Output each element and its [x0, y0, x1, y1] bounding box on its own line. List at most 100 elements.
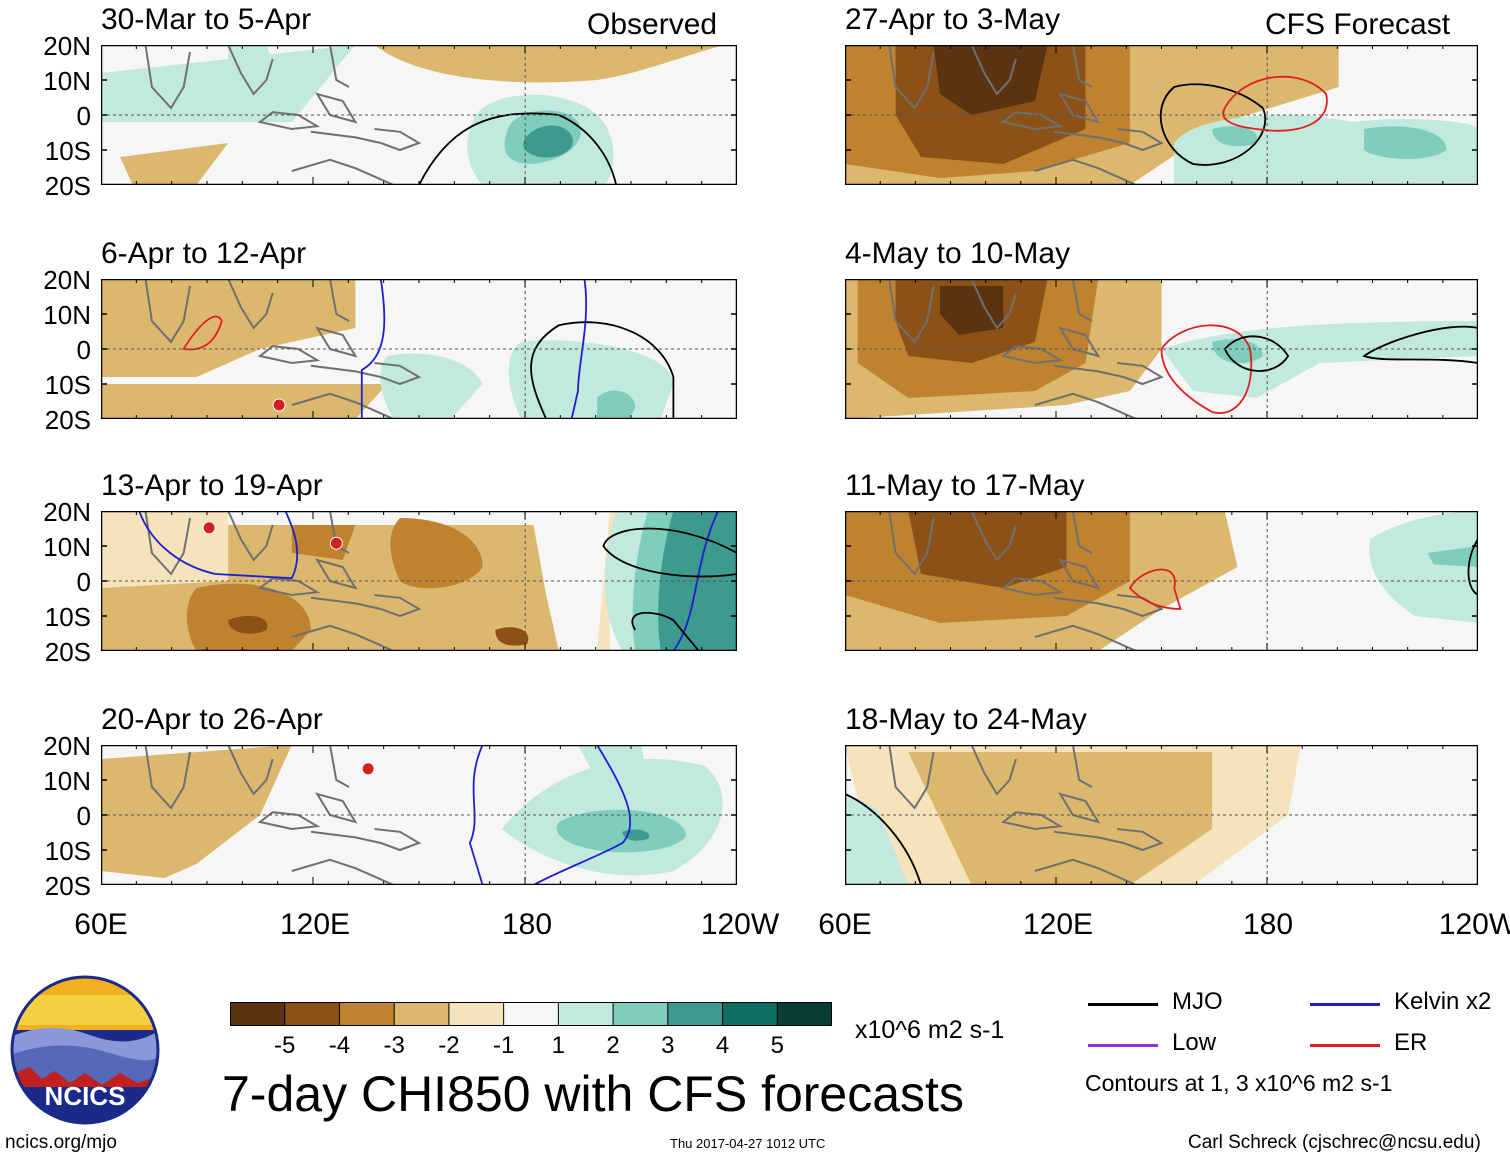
lat-tick: 0	[76, 567, 91, 597]
lat-tick: 10S	[44, 602, 91, 632]
lat-tick: 10N	[43, 66, 91, 96]
coastline	[227, 510, 274, 562]
contour-line	[468, 744, 484, 886]
lat-tick: 20S	[44, 405, 91, 435]
storm-marker	[272, 398, 286, 412]
colorbar-tick: -1	[492, 1032, 515, 1059]
coastline	[144, 44, 191, 110]
legend-line-mjo	[1088, 1003, 1158, 1006]
lon-tick: 120E	[279, 908, 351, 941]
chi-anomaly-region	[291, 525, 356, 560]
coastline	[1117, 128, 1164, 152]
colorbar-swatch	[558, 1002, 614, 1026]
colorbar-tick: 2	[606, 1032, 620, 1059]
coastline	[1071, 278, 1093, 322]
coastline	[310, 130, 382, 144]
chi-anomaly-region	[495, 627, 529, 646]
lat-tick: 20S	[44, 637, 91, 667]
lat-tick: 10N	[43, 766, 91, 796]
lat-tick: 10N	[43, 300, 91, 330]
colorbar-tick: -5	[274, 1032, 296, 1059]
chi-anomaly-region	[1427, 546, 1478, 567]
footer-url[interactable]: ncics.org/mjo	[5, 1132, 117, 1153]
coastline	[291, 392, 395, 420]
map-fc-1	[844, 44, 1479, 190]
coastline	[1053, 596, 1124, 610]
colorbar-tick: -2	[438, 1032, 460, 1059]
chi-anomaly-region	[228, 615, 268, 634]
coastline	[1058, 92, 1101, 124]
chi-anomaly-region	[908, 511, 1067, 588]
colorbar-swatch	[722, 1002, 778, 1026]
chi-anomaly-region	[845, 794, 909, 885]
coastline	[374, 828, 422, 852]
contour-line	[1160, 324, 1253, 414]
chi-anomaly-region	[933, 45, 1048, 115]
coastline	[310, 596, 382, 610]
units-label: x10^6 m2 s-1	[855, 1016, 1005, 1044]
lat-tick: 0	[76, 801, 91, 831]
chi-anomaly-region	[390, 518, 483, 589]
coastline	[144, 510, 191, 576]
panel-title-fc-4: 18-May to 24-May	[845, 703, 1087, 736]
lat-tick: 0	[76, 101, 91, 131]
chi-anomaly-region	[940, 286, 1004, 335]
footer-author: Carl Schreck (cjschrec@ncsu.edu)	[1188, 1132, 1481, 1153]
coastline	[1071, 510, 1093, 554]
coastline	[315, 792, 358, 824]
coastline	[257, 111, 321, 131]
coastline	[1034, 858, 1137, 886]
lat-tick: 20N	[43, 31, 91, 61]
coastline	[257, 811, 321, 831]
chi-anomaly-region	[374, 45, 725, 83]
contour-line	[418, 112, 618, 186]
contour-line	[1222, 75, 1328, 132]
colorbar-swatch	[230, 1002, 286, 1026]
coastline	[1034, 392, 1137, 420]
map-obs-2	[100, 278, 738, 424]
contour-line	[360, 278, 386, 419]
legend-line-kelvin-x2	[1310, 1003, 1380, 1006]
main-title: 7-day CHI850 with CFS forecasts	[222, 1066, 964, 1122]
coastline	[257, 345, 321, 365]
colorbar-tick: -4	[328, 1032, 351, 1059]
contour-line	[533, 744, 632, 886]
colorbar-swatch	[777, 1002, 833, 1026]
panel-title-obs-1: 30-Mar to 5-Apr	[101, 3, 312, 36]
contour-line	[631, 611, 700, 652]
coastline	[1117, 362, 1164, 386]
coastline	[1034, 624, 1137, 652]
lon-tick: 120W	[1438, 908, 1510, 941]
legend-label: Kelvin x2	[1394, 988, 1492, 1015]
coastline	[888, 510, 935, 576]
lat-tick: 20S	[44, 871, 91, 901]
chi-anomaly-region	[556, 809, 687, 853]
chi-anomaly-region	[1364, 126, 1447, 159]
panel-title-obs-4: 20-Apr to 26-Apr	[101, 703, 323, 736]
coastline	[315, 326, 358, 358]
lon-tick: 180	[501, 908, 553, 941]
chi-anomaly-region	[908, 752, 1213, 885]
lat-tick: 10S	[44, 836, 91, 866]
lat-tick: 20N	[43, 265, 91, 295]
colorbar-ticks: -5 -4 -3 -2 -1 1 2 3 4 5	[0, 1034, 1510, 1064]
contour-line	[570, 278, 588, 420]
panel-title-fc-1: 27-Apr to 3-May	[845, 3, 1061, 36]
colorbar	[230, 1002, 833, 1026]
lat-tick: 10S	[44, 136, 91, 166]
coastline	[291, 858, 395, 886]
footer-timestamp: Thu 2017-04-27 1012 UTC	[670, 1136, 826, 1151]
lat-tick: 10S	[44, 370, 91, 400]
lon-tick: 120E	[1022, 908, 1094, 941]
lon-tick: 60E	[74, 908, 128, 941]
chi-anomaly-region	[101, 45, 356, 122]
coastline	[1001, 811, 1064, 831]
coastline	[329, 278, 350, 322]
panel-title-fc-2: 4-May to 10-May	[845, 237, 1071, 270]
coastline	[1058, 558, 1101, 590]
coastline	[227, 44, 274, 96]
lat-tick: 20S	[44, 171, 91, 201]
coastline	[329, 744, 350, 788]
chi-anomaly-region	[1212, 126, 1258, 147]
coastline	[329, 44, 350, 88]
